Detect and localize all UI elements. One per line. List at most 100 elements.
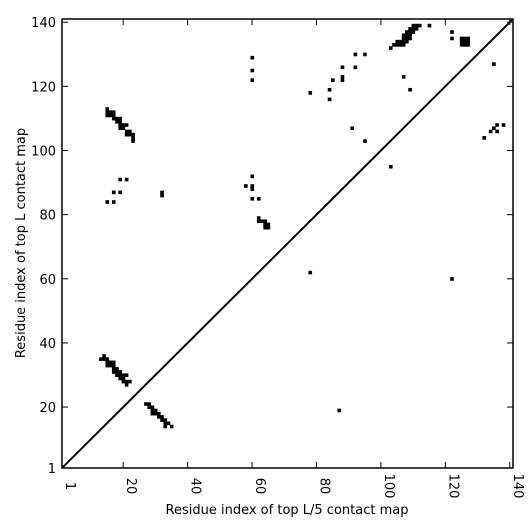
contact-point xyxy=(250,197,255,201)
contact-point xyxy=(147,405,151,410)
contact-point xyxy=(160,415,164,419)
contact-point xyxy=(102,357,106,361)
contact-point xyxy=(111,200,116,204)
contact-point xyxy=(153,411,158,416)
contact-point xyxy=(463,43,467,47)
contact-point xyxy=(408,33,412,38)
contact-point xyxy=(308,270,313,275)
contact-point xyxy=(131,139,135,143)
contact-point xyxy=(392,43,396,47)
contact-point xyxy=(121,376,126,381)
contact-point xyxy=(463,39,467,44)
contact-point xyxy=(118,120,122,124)
contact-point xyxy=(121,126,126,131)
y-tick-label: 140 xyxy=(31,16,56,31)
contact-point xyxy=(463,36,467,41)
contact-point xyxy=(353,65,358,70)
contact-point xyxy=(150,405,155,410)
contact-point xyxy=(411,27,416,31)
contact-point xyxy=(105,200,110,204)
contact-point xyxy=(250,174,255,179)
contact-point xyxy=(150,411,155,416)
contact-point xyxy=(340,65,345,70)
contact-point xyxy=(260,219,264,224)
contact-point xyxy=(363,52,367,57)
contact-point xyxy=(128,379,132,384)
contact-point xyxy=(466,43,470,47)
contact-point xyxy=(414,23,419,28)
contact-point xyxy=(124,177,129,182)
contact-point xyxy=(118,376,122,381)
y-tick-label: 1 xyxy=(48,462,56,477)
contact-point xyxy=(408,27,412,31)
contact-point xyxy=(459,39,464,44)
contact-point xyxy=(450,30,454,34)
contact-point xyxy=(124,383,129,387)
contact-point xyxy=(131,132,135,137)
contact-point xyxy=(105,107,110,111)
contact-point xyxy=(405,30,409,34)
contact-point xyxy=(395,39,400,44)
contact-point xyxy=(105,113,110,118)
contact-point xyxy=(105,363,110,368)
contact-point xyxy=(488,129,493,134)
contact-point xyxy=(124,132,129,137)
contact-point xyxy=(121,379,126,384)
contact-point xyxy=(124,129,129,134)
contact-point xyxy=(118,116,122,121)
contact-point xyxy=(501,123,506,127)
contact-point xyxy=(353,52,358,57)
contact-point xyxy=(111,110,116,115)
contact-point xyxy=(256,216,261,220)
contact-point xyxy=(363,139,367,143)
contact-point xyxy=(459,36,464,41)
contact-point xyxy=(405,36,409,41)
contact-point xyxy=(398,39,403,44)
contact-point xyxy=(115,373,119,377)
contact-point xyxy=(263,222,267,227)
diagonal-line xyxy=(62,19,513,468)
contact-point xyxy=(388,164,393,169)
contact-point xyxy=(163,424,168,429)
contact-point xyxy=(163,421,168,426)
contact-point xyxy=(401,36,406,41)
y-tick-label: 20 xyxy=(39,401,56,416)
contact-point xyxy=(157,411,161,416)
contact-point xyxy=(124,373,129,377)
contact-point xyxy=(256,219,261,224)
contact-point xyxy=(398,43,403,47)
x-tick-label: 40 xyxy=(188,478,203,495)
contact-point xyxy=(118,123,122,127)
contact-point xyxy=(111,190,116,195)
contact-point xyxy=(327,87,332,92)
x-tick-label: 20 xyxy=(123,478,138,495)
contact-point xyxy=(459,43,464,47)
contact-point xyxy=(495,129,499,134)
contact-point xyxy=(160,190,164,195)
contact-point xyxy=(108,113,113,118)
contact-point xyxy=(121,373,126,377)
contact-point xyxy=(495,123,499,127)
contact-point xyxy=(124,123,129,127)
contact-point xyxy=(411,30,416,34)
contact-point xyxy=(482,136,487,140)
contact-point xyxy=(266,225,271,230)
contact-point xyxy=(108,363,113,368)
y-tick-label: 40 xyxy=(39,337,56,352)
contact-point xyxy=(250,55,255,60)
contact-point xyxy=(111,116,116,121)
x-tick-label: 120 xyxy=(445,474,460,499)
contact-point xyxy=(99,357,103,361)
contact-point xyxy=(405,39,409,44)
contact-point xyxy=(147,402,151,406)
contact-point xyxy=(492,62,496,66)
contact-point xyxy=(118,126,122,131)
contact-point xyxy=(105,357,110,361)
contact-point xyxy=(166,421,171,426)
contact-point xyxy=(266,222,271,227)
contact-point xyxy=(111,363,116,368)
contact-point xyxy=(111,370,116,374)
contact-point xyxy=(111,113,116,118)
contact-point xyxy=(417,23,422,28)
